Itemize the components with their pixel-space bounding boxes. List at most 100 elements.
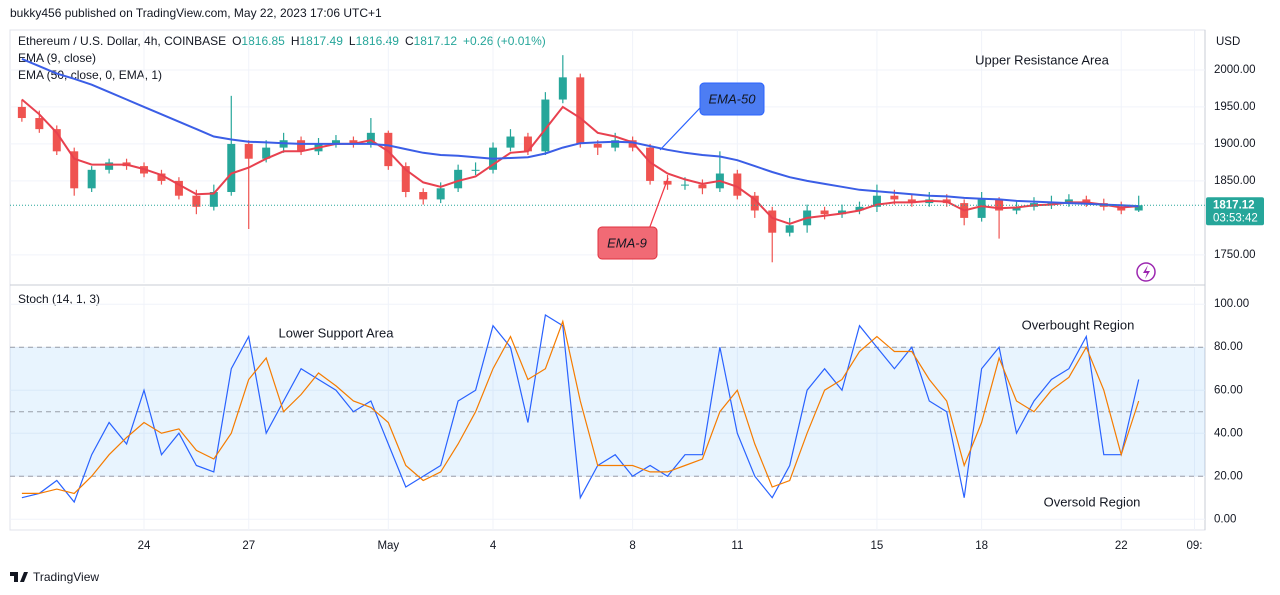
y-tick-label: 0.00 bbox=[1214, 513, 1236, 525]
currency: USD bbox=[1216, 36, 1240, 48]
candle-body bbox=[541, 99, 550, 152]
y-tick-label: 40.00 bbox=[1214, 427, 1243, 439]
candle-body bbox=[1134, 205, 1143, 211]
ohlc-label: H bbox=[291, 34, 300, 48]
annotation: Overbought Region bbox=[1022, 317, 1135, 332]
candle-body bbox=[192, 195, 201, 207]
footer: TradingView bbox=[33, 570, 99, 584]
candle-body bbox=[1064, 199, 1073, 204]
candle-body bbox=[646, 147, 655, 181]
candle-body bbox=[436, 188, 445, 200]
y-tick-label: 1750.00 bbox=[1214, 249, 1256, 261]
candle-body bbox=[611, 140, 620, 148]
candle-body bbox=[663, 180, 672, 185]
candle-body bbox=[506, 136, 515, 148]
ohlc-value: 1816.85 bbox=[241, 34, 285, 48]
logo bbox=[10, 572, 28, 582]
last-price-label: 1817.12 bbox=[1213, 199, 1255, 211]
y-tick-label: 2000.00 bbox=[1214, 64, 1256, 76]
candle-body bbox=[733, 173, 742, 196]
ohlc-value: 1817.12 bbox=[414, 34, 458, 48]
candle-body bbox=[820, 210, 829, 215]
candle-body bbox=[297, 140, 306, 152]
candle-body bbox=[576, 77, 585, 144]
candle-body bbox=[70, 151, 79, 189]
candle-body bbox=[331, 140, 340, 144]
candle-body bbox=[366, 132, 375, 144]
candle-body bbox=[593, 143, 602, 148]
callout-box bbox=[597, 226, 658, 260]
candle-body bbox=[17, 106, 26, 119]
annotation: EMA-9 bbox=[607, 235, 647, 250]
last-price-box bbox=[1206, 197, 1264, 226]
candle-body bbox=[105, 162, 114, 170]
candle-body bbox=[855, 206, 864, 211]
candle-body bbox=[227, 143, 236, 193]
candle-body bbox=[471, 169, 480, 171]
annotation: Lower Support Area bbox=[279, 325, 395, 340]
candle-body bbox=[157, 173, 166, 181]
candle-body bbox=[890, 195, 899, 200]
candle-body bbox=[977, 199, 986, 218]
alert-icon[interactable] bbox=[1136, 262, 1156, 282]
stoch-legend: Stoch (14, 1, 3) bbox=[18, 292, 100, 306]
candle-body bbox=[523, 136, 532, 152]
x-tick-label: 18 bbox=[975, 540, 988, 552]
candle-body bbox=[1082, 199, 1091, 204]
publisher: bukky456 published on TradingView.com, M… bbox=[10, 6, 382, 20]
candle-body bbox=[995, 199, 1004, 211]
candle-body bbox=[35, 118, 44, 130]
callout-pointer bbox=[647, 177, 669, 233]
x-tick-label: 09: bbox=[1187, 540, 1203, 552]
symbol: Ethereum / U.S. Dollar, 4h, COINBASE bbox=[18, 34, 226, 48]
x-tick-label: 8 bbox=[629, 540, 635, 552]
candle-body bbox=[1012, 206, 1021, 211]
candle-body bbox=[262, 147, 271, 159]
candle-body bbox=[680, 184, 689, 186]
candle-body bbox=[907, 199, 916, 204]
callout-pointer bbox=[659, 107, 701, 151]
y-tick-label: 1850.00 bbox=[1214, 175, 1256, 187]
ema9-legend: EMA (9, close) bbox=[18, 51, 96, 65]
candle-body bbox=[698, 184, 707, 189]
candle-body bbox=[384, 132, 393, 167]
x-tick-label: 11 bbox=[731, 540, 743, 552]
x-tick-label: 22 bbox=[1115, 540, 1128, 552]
x-tick-label: 15 bbox=[871, 540, 884, 552]
countdown: 03:53:42 bbox=[1213, 212, 1258, 224]
y-tick-label: 20.00 bbox=[1214, 470, 1243, 482]
change: +0.26 (+0.01%) bbox=[463, 34, 546, 48]
y-tick-label: 60.00 bbox=[1214, 384, 1243, 396]
candle-body bbox=[349, 140, 358, 144]
y-tick-label: 1900.00 bbox=[1214, 138, 1256, 150]
ema-line bbox=[21, 57, 1139, 208]
stoch-line bbox=[21, 314, 1140, 504]
candle-body bbox=[768, 210, 777, 233]
annotation: Oversold Region bbox=[1044, 494, 1141, 509]
candle-body bbox=[838, 210, 847, 215]
callout-box bbox=[699, 82, 765, 116]
x-tick-label: 24 bbox=[138, 540, 151, 552]
candle-body bbox=[401, 166, 410, 193]
symbol-legend: Ethereum / U.S. Dollar, 4h, COINBASE O181… bbox=[18, 34, 546, 48]
y-tick-label: 80.00 bbox=[1214, 341, 1243, 353]
candle-body bbox=[244, 143, 253, 159]
x-tick-label: 27 bbox=[242, 540, 255, 552]
y-tick-label: 100.00 bbox=[1214, 298, 1249, 310]
candle-body bbox=[87, 169, 96, 189]
candle-body bbox=[1117, 206, 1126, 211]
x-tick-label: 4 bbox=[490, 540, 497, 552]
ema-line bbox=[21, 98, 1139, 225]
y-tick-label: 1950.00 bbox=[1214, 101, 1256, 113]
candle-body bbox=[750, 195, 759, 211]
x-tick-label: May bbox=[377, 540, 399, 552]
candle-body bbox=[558, 77, 567, 100]
candle-body bbox=[454, 169, 463, 189]
candle-body bbox=[785, 225, 794, 233]
ohlc-value: 1817.49 bbox=[299, 34, 343, 48]
candle-body bbox=[174, 180, 183, 196]
candle-body bbox=[872, 195, 881, 207]
candle-body bbox=[209, 192, 218, 207]
